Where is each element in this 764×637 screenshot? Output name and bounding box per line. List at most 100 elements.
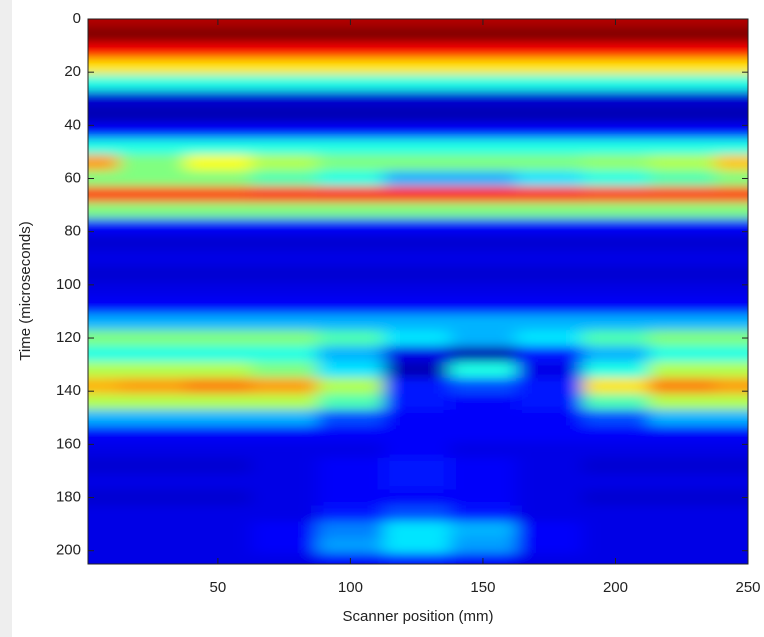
heatmap-cell (648, 537, 716, 555)
heatmap-cell (648, 90, 716, 108)
heatmap-cell (383, 473, 451, 491)
heatmap-cell (516, 202, 584, 220)
heatmap-cell (648, 234, 716, 252)
heatmap-cell (449, 26, 517, 44)
heatmap-cell (714, 441, 748, 459)
heatmap-cell (88, 505, 120, 523)
heatmap-cell (251, 361, 319, 379)
heatmap-cell (88, 74, 120, 92)
heatmap-cell (251, 505, 319, 523)
heatmap-cell (88, 138, 120, 156)
heatmap-cell (714, 218, 748, 236)
heatmap-cell (383, 553, 451, 564)
heatmap-cell (251, 441, 319, 459)
heatmap-cell (118, 106, 186, 124)
heatmap-cell (317, 250, 385, 268)
heatmap-cell (648, 425, 716, 443)
heatmap-cell (251, 282, 319, 299)
heatmap-cell (251, 266, 319, 283)
heatmap-cell (449, 489, 517, 507)
heatmap-cell (516, 234, 584, 252)
heatmap-cell (516, 42, 584, 60)
x-axis-label: Scanner position (mm) (343, 608, 494, 625)
heatmap-cell (383, 330, 451, 347)
heatmap-cell (449, 314, 517, 331)
heatmap-cell (383, 425, 451, 443)
heatmap-cell (582, 441, 650, 459)
y-tick-label: 140 (56, 382, 81, 399)
heatmap-cell (714, 74, 748, 92)
heatmap-cell (648, 489, 716, 507)
heatmap-cell (582, 346, 650, 363)
heatmap-cell (118, 298, 186, 315)
heatmap-cell (516, 74, 584, 92)
heatmap-cell (383, 266, 451, 283)
heatmap-cell (88, 377, 120, 395)
heatmap-cell (714, 393, 748, 411)
heatmap-cell (516, 441, 584, 459)
heatmap-cell (118, 218, 186, 236)
heatmap-cell (582, 42, 650, 60)
heatmap-cell (714, 361, 748, 379)
heatmap-cell (251, 122, 319, 140)
heatmap-cell (582, 106, 650, 124)
heatmap-cell (449, 90, 517, 108)
heatmap-cell (516, 537, 584, 555)
heatmap-cell (88, 489, 120, 507)
heatmap-cell (449, 537, 517, 555)
x-tick-label: 100 (338, 579, 363, 596)
heatmap-cell (118, 26, 186, 44)
heatmap-cell (88, 473, 120, 491)
heatmap-cell (88, 106, 120, 124)
heatmap-cell (714, 298, 748, 315)
heatmap-cell (118, 282, 186, 299)
heatmap-cell (648, 377, 716, 395)
heatmap-cell (88, 250, 120, 268)
heatmap-cell (317, 74, 385, 92)
heatmap-cell (317, 361, 385, 379)
heatmap-cell (582, 170, 650, 188)
heatmap-cell (516, 298, 584, 315)
heatmap-cell (317, 489, 385, 507)
heatmap-cell (118, 377, 186, 395)
heatmap-cell (582, 58, 650, 76)
heatmap-cell (449, 186, 517, 204)
heatmap-cell (516, 505, 584, 523)
heatmap-cell (648, 346, 716, 363)
heatmap-cell (582, 393, 650, 411)
heatmap-cell (582, 330, 650, 347)
heatmap-cell (648, 441, 716, 459)
heatmap-cell (516, 58, 584, 76)
heatmap-cell (383, 457, 451, 475)
heatmap-cell (449, 218, 517, 236)
heatmap-cell (118, 346, 186, 363)
heatmap-cell (648, 521, 716, 539)
heatmap-cell (184, 377, 252, 395)
heatmap-cell (317, 26, 385, 44)
heatmap-cell (184, 537, 252, 555)
heatmap-cell (714, 425, 748, 443)
heatmap-cell (88, 346, 120, 363)
heatmap-cell (184, 282, 252, 299)
heatmap-cell (582, 282, 650, 299)
heatmap-cell (648, 154, 716, 172)
heatmap-cell (317, 138, 385, 156)
heatmap-cell (118, 521, 186, 539)
heatmap-cell (383, 298, 451, 315)
heatmap-cell (582, 154, 650, 172)
heatmap-cell (449, 346, 517, 363)
heatmap-cell (383, 19, 451, 28)
heatmap-cell (714, 154, 748, 172)
heatmap-cell (648, 361, 716, 379)
heatmap-cell (582, 489, 650, 507)
heatmap-cell (449, 58, 517, 76)
heatmap-cell (383, 234, 451, 252)
heatmap-cell (317, 234, 385, 252)
heatmap-cell (449, 170, 517, 188)
heatmap-cell (184, 250, 252, 268)
heatmap-cell (118, 138, 186, 156)
heatmap-cell (184, 330, 252, 347)
heatmap-cell (118, 489, 186, 507)
heatmap-cell (648, 170, 716, 188)
heatmap-cell (449, 122, 517, 140)
